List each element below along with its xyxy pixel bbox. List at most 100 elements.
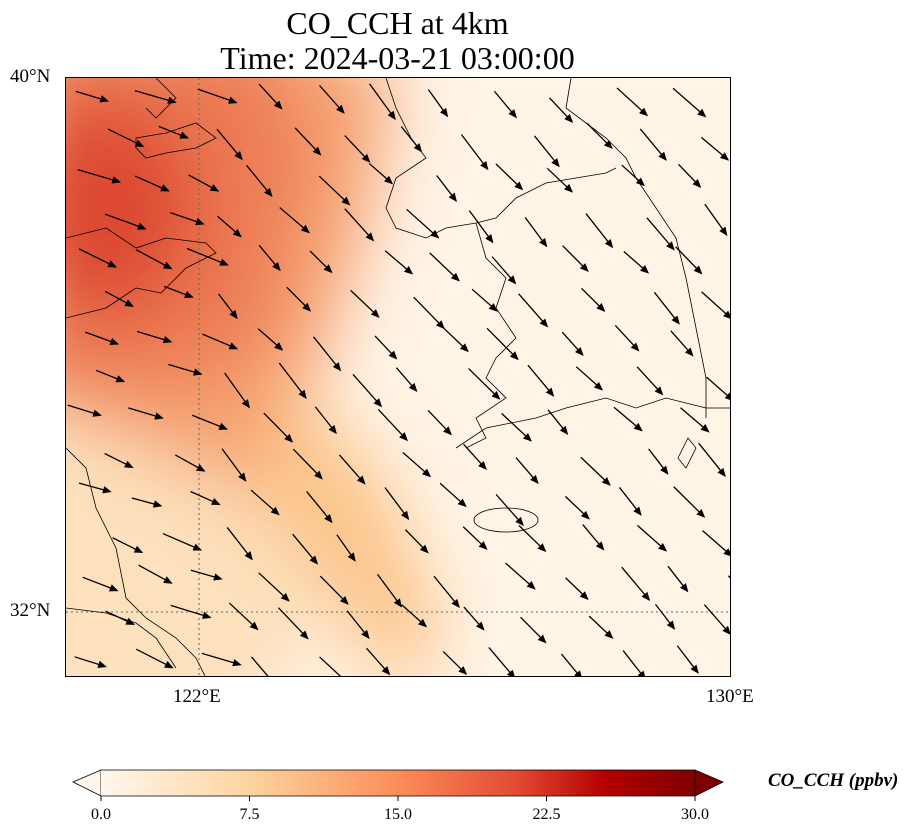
wind-arrow bbox=[313, 336, 342, 372]
wind-arrow bbox=[292, 448, 323, 480]
wind-arrow bbox=[442, 651, 468, 675]
wind-arrow bbox=[202, 333, 239, 350]
wind-arrow bbox=[250, 489, 280, 516]
wind-arrow bbox=[486, 327, 519, 361]
wind-arrow bbox=[518, 525, 547, 553]
wind-arrow bbox=[427, 89, 449, 118]
wind-arrow bbox=[401, 604, 428, 628]
map-time: Time: 2024-03-21 03:00:00 bbox=[220, 40, 575, 76]
wind-arrow bbox=[168, 363, 203, 376]
wind-arrow bbox=[680, 407, 710, 433]
wind-arrow bbox=[468, 368, 501, 400]
wind-arrow bbox=[704, 203, 728, 236]
colorbar-extend-min bbox=[72, 769, 102, 797]
wind-arrow bbox=[429, 252, 460, 282]
wind-arrow bbox=[672, 87, 707, 118]
colorbar-tick: 30.0 bbox=[681, 806, 709, 823]
wind-arrow bbox=[338, 454, 366, 485]
wind-arrow bbox=[488, 647, 515, 676]
wind-arrow bbox=[581, 287, 606, 312]
wind-arrow bbox=[257, 328, 284, 351]
wind-arrow bbox=[621, 164, 645, 187]
wind-arrow bbox=[565, 577, 589, 601]
wind-arrow bbox=[294, 127, 322, 156]
wind-arrow bbox=[368, 83, 396, 121]
wind-arrow bbox=[170, 604, 212, 619]
wind-arrow bbox=[344, 208, 375, 242]
wind-arrow bbox=[406, 208, 440, 239]
wind-arrow bbox=[518, 293, 549, 328]
wind-arrow bbox=[134, 89, 177, 104]
wind-arrow bbox=[128, 407, 164, 420]
wind-arrow bbox=[131, 497, 163, 508]
wind-arrow bbox=[78, 248, 117, 268]
wind-arrow bbox=[175, 454, 206, 472]
wind-arrow bbox=[319, 575, 349, 605]
lon-label-122: 122°E bbox=[173, 686, 221, 707]
wind-arrow bbox=[622, 650, 645, 676]
wind-arrow bbox=[404, 529, 429, 554]
wind-arrow bbox=[676, 645, 699, 674]
wind-arrow bbox=[218, 293, 238, 320]
wind-arrow bbox=[318, 84, 345, 114]
wind-arrow bbox=[636, 524, 668, 552]
wind-arrow bbox=[201, 652, 242, 667]
wind-arrow bbox=[104, 452, 134, 468]
wind-arrow bbox=[314, 406, 337, 435]
wind-arrow bbox=[226, 527, 253, 561]
wind-arrow bbox=[384, 487, 410, 521]
wind-arrow bbox=[384, 250, 414, 275]
wind-arrow bbox=[286, 286, 312, 312]
wind-arrow bbox=[135, 249, 173, 270]
wind-arrow bbox=[564, 495, 590, 520]
wind-arrow bbox=[646, 217, 675, 251]
wind-arrow bbox=[336, 534, 356, 562]
wind-arrow bbox=[433, 575, 460, 609]
wind-arrow bbox=[654, 603, 676, 630]
wind-arrow bbox=[580, 456, 611, 486]
colorbar-tick: 22.5 bbox=[532, 806, 561, 823]
wind-arrow bbox=[670, 330, 694, 357]
wind-arrow bbox=[279, 207, 310, 234]
wind-arrow bbox=[427, 409, 452, 436]
wind-arrow bbox=[562, 245, 589, 272]
wind-arrow bbox=[75, 90, 110, 103]
wind-arrow bbox=[158, 125, 189, 139]
wind-arrow bbox=[546, 167, 573, 193]
wind-arrow bbox=[678, 163, 702, 188]
wind-arrow bbox=[468, 210, 494, 244]
wind-arrow bbox=[366, 647, 391, 676]
wind-arrow bbox=[67, 404, 102, 417]
map-title: CO_CCH at 4km bbox=[286, 5, 509, 41]
wind-arrow bbox=[277, 607, 309, 640]
wind-arrow bbox=[112, 537, 144, 553]
wind-arrow bbox=[82, 576, 119, 592]
wind-arrow bbox=[616, 87, 649, 117]
wind-arrow bbox=[104, 290, 134, 307]
wind-arrow bbox=[667, 565, 689, 593]
wind-arrow bbox=[78, 482, 112, 494]
wind-arrow bbox=[439, 482, 467, 508]
colorbar-extend-max bbox=[694, 769, 724, 797]
lat-label-32: 32°N bbox=[10, 600, 51, 621]
wind-arrow bbox=[162, 532, 203, 551]
wind-arrow bbox=[318, 175, 351, 206]
colorbar-tick: 15.0 bbox=[384, 806, 412, 823]
wind-arrow bbox=[95, 369, 126, 383]
wind-arrow bbox=[623, 251, 650, 274]
wind-arrow bbox=[585, 213, 614, 249]
wind-arrow bbox=[134, 175, 170, 192]
wind-arrow bbox=[586, 122, 613, 149]
wind-arrow bbox=[352, 373, 383, 408]
wind-arrow bbox=[463, 606, 485, 631]
wind-arrow bbox=[491, 256, 517, 285]
wind-arrow bbox=[460, 134, 489, 171]
colorbar-label: CO_CCH (ppbv) bbox=[768, 770, 899, 791]
wind-arrow bbox=[520, 616, 547, 644]
wind-arrow bbox=[402, 451, 432, 478]
wind-arrow bbox=[104, 213, 147, 230]
wind-arrow bbox=[471, 288, 498, 312]
wind-arrow bbox=[443, 327, 469, 353]
wind-arrow bbox=[309, 250, 333, 274]
wind-arrow bbox=[74, 656, 107, 668]
